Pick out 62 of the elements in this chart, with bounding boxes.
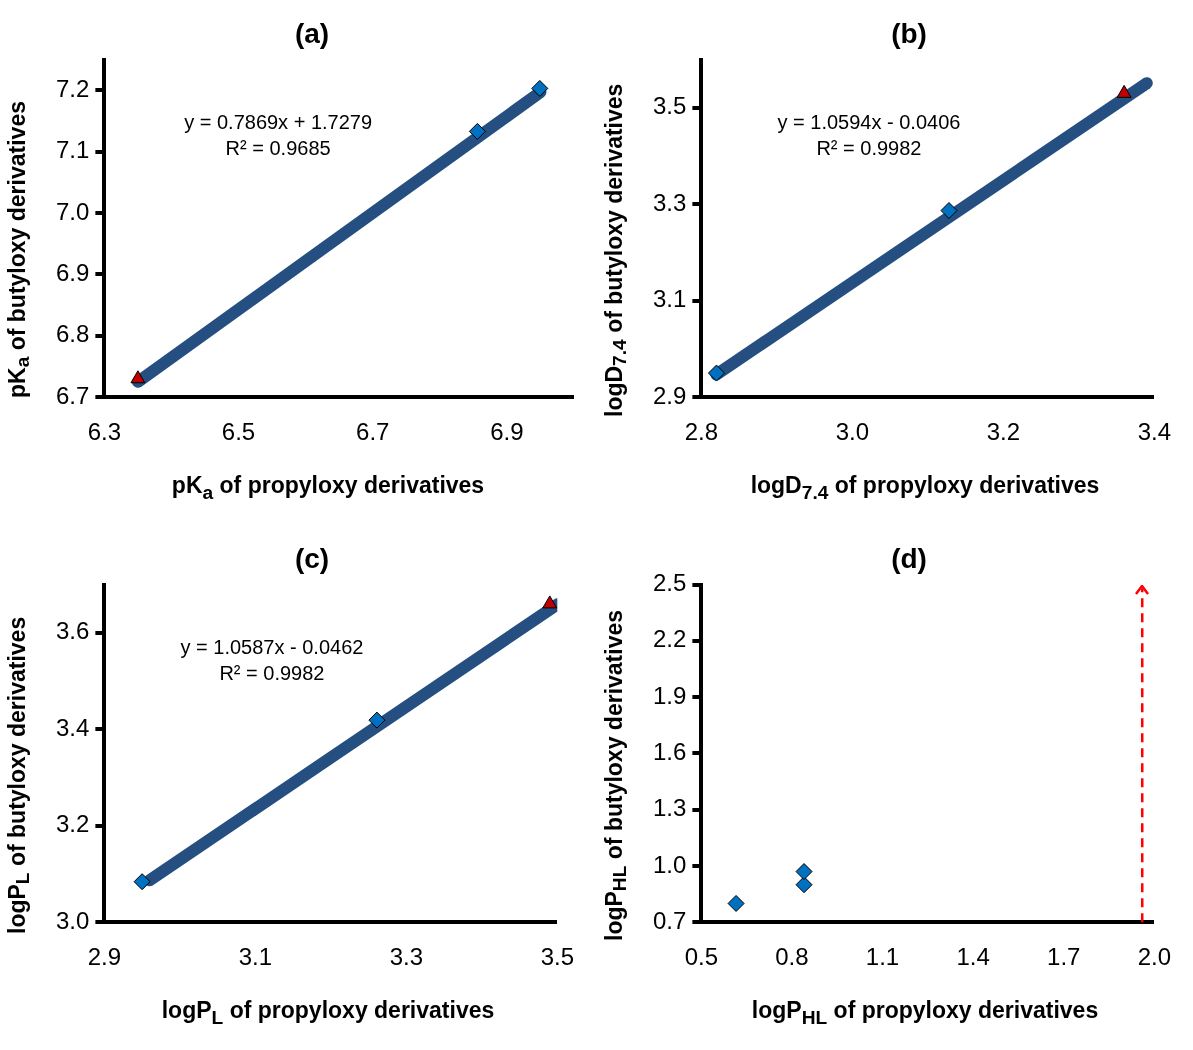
chart-title: (c) [294,542,330,574]
y-tick-label: 3.1 [652,285,687,313]
point [531,79,549,97]
x-axis-title: logP$_{L}$ of propyloxy derivatives [160,997,496,1029]
y-tick-label: 6.9 [55,259,90,287]
annotation: y = 1.0587x - 0.0462 [180,636,364,659]
annotation: R² = 0.9982 [219,662,325,685]
point [468,122,486,140]
point [940,202,958,220]
point [1116,84,1132,98]
y-tick-label: 1.9 [652,681,687,709]
x-tick-label: 6.5 [221,418,256,446]
x-tick-label: 6.7 [356,418,390,446]
point [133,873,151,891]
point [707,364,725,382]
point [130,370,146,384]
x-tick-label: 2.8 [684,418,719,446]
annotation: R² = 0.9982 [816,137,922,160]
x-tick-label: 2.0 [1137,943,1172,971]
y-tick-label: 3.4 [55,713,90,741]
y-tick-label: 2.2 [652,625,687,653]
point [368,711,386,729]
y-tick-label: 3.0 [55,906,90,934]
chart-title: (b) [891,17,927,49]
x-tick-label: 3.1 [238,943,273,971]
annotation: y = 0.7869x + 1.7279 [184,111,373,134]
x-tick-label: 3.3 [389,943,424,971]
y-tick-label: 7.1 [55,136,90,164]
y-tick-label: 1.6 [652,738,687,766]
y-tick-label: 6.8 [55,320,90,348]
x-axis-title: pK$_{a}$ of propyloxy derivatives [170,472,486,504]
annotation: R² = 0.9685 [225,137,331,160]
x-tick-label: 0.8 [775,943,809,971]
y-tick-label: 1.3 [652,794,687,822]
y-tick-label: 2.5 [652,569,687,597]
y-tick-label: 3.2 [55,810,90,838]
chart-title: (a) [294,17,330,49]
x-tick-label: 2.9 [87,943,122,971]
y-tick-label: 2.9 [652,381,687,409]
x-tick-label: 0.5 [684,943,719,971]
x-tick-label: 3.2 [986,418,1021,446]
y-tick-label: 7.0 [55,197,90,225]
annotation: y = 1.0594x - 0.0406 [777,111,961,134]
y-tick-label: 1.0 [652,850,687,878]
x-tick-label: 6.3 [87,418,122,446]
y-tick-label: 7.2 [55,74,90,102]
x-tick-label: 3.5 [540,943,575,971]
y-tick-label: 3.5 [652,92,687,120]
x-tick-label: 3.0 [835,418,870,446]
x-tick-label: 6.9 [490,418,524,446]
y-tick-label: 3.3 [652,188,687,216]
x-tick-label: 3.4 [1137,418,1172,446]
chart-title: (d) [891,542,927,574]
x-axis-title: logP$_{HL}$ of propyloxy derivatives [750,997,1100,1029]
x-tick-label: 1.7 [1047,943,1081,971]
x-axis-title: logD$_{7.4}$ of propyloxy derivatives [749,472,1101,504]
x-tick-label: 1.1 [865,943,900,971]
y-tick-label: 6.7 [55,381,90,409]
x-tick-label: 1.4 [956,943,990,971]
y-tick-label: 3.6 [55,617,90,645]
point [542,595,558,609]
y-tick-label: 0.7 [652,906,687,934]
